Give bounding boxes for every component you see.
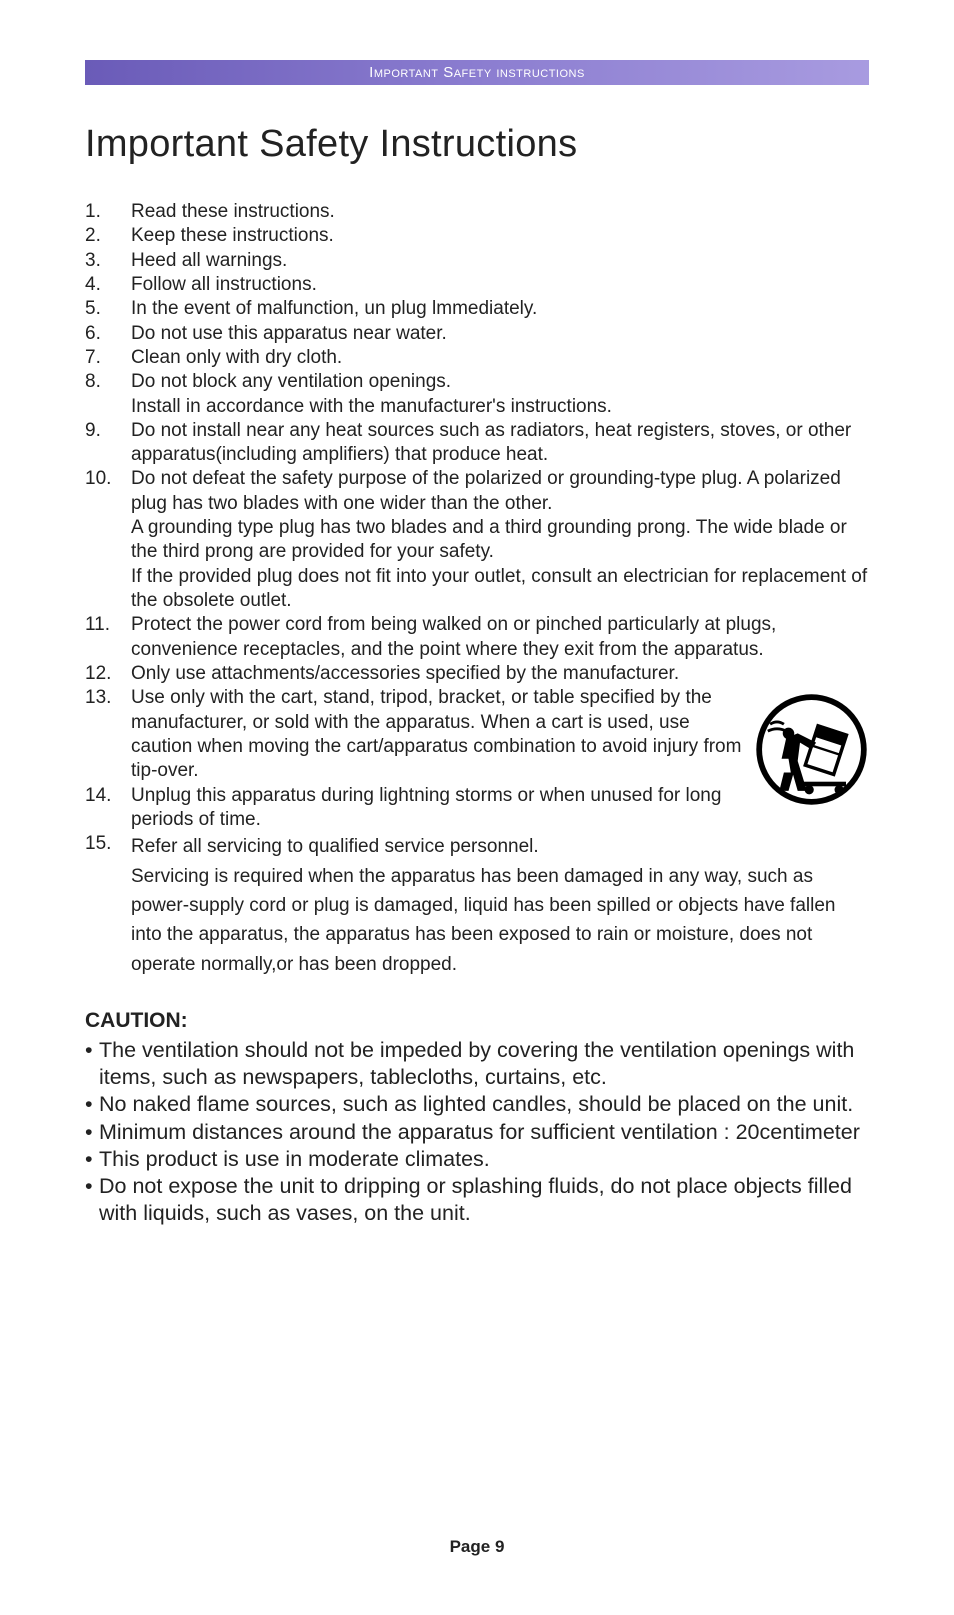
caution-section: CAUTION: The ventilation should not be i… — [85, 1009, 869, 1227]
list-item-text: Do not expose the unit to dripping or sp… — [99, 1174, 852, 1225]
list-item-text: The ventilation should not be impeded by… — [99, 1038, 854, 1089]
page-footer: Page 9 — [0, 1537, 954, 1557]
list-item: Do not install near any heat sources suc… — [85, 419, 869, 468]
list-item-text: Do not defeat the safety purpose of the … — [131, 468, 867, 611]
list-item: In the event of malfunction, un plug lmm… — [85, 297, 869, 321]
list-item: Do not expose the unit to dripping or sp… — [85, 1173, 869, 1227]
list-item: Only use attachments/accessories specifi… — [85, 662, 869, 686]
list-item: Read these instructions. — [85, 200, 869, 224]
list-item-text: In the event of malfunction, un plug lmm… — [131, 298, 537, 319]
list-item-text: Unplug this apparatus during lightning s… — [131, 785, 721, 830]
caution-list: The ventilation should not be impeded by… — [85, 1037, 869, 1227]
list-item-text: Keep these instructions. — [131, 225, 334, 246]
page-title: Important Safety Instructions — [85, 123, 869, 166]
list-item-text: Only use attachments/accessories specifi… — [131, 663, 679, 684]
page-number: Page 9 — [450, 1537, 505, 1556]
list-item: Keep these instructions. — [85, 224, 869, 248]
list-item: Minimum distances around the apparatus f… — [85, 1119, 869, 1146]
list-item-text: Follow all instructions. — [131, 274, 317, 295]
list-item: Use only with the cart, stand, tripod, b… — [85, 686, 869, 783]
document-page: Important Safety instructions Important … — [0, 0, 954, 1267]
list-item-text: This product is use in moderate climates… — [99, 1147, 490, 1171]
list-item-text: Refer all servicing to qualified service… — [131, 836, 835, 975]
list-item: Do not defeat the safety purpose of the … — [85, 467, 869, 613]
list-item: Do not block any ventilation openings.In… — [85, 370, 869, 419]
caution-title: CAUTION: — [85, 1009, 869, 1033]
list-item-text: Protect the power cord from being walked… — [131, 614, 776, 659]
list-item: This product is use in moderate climates… — [85, 1146, 869, 1173]
list-item-text: Do not install near any heat sources suc… — [131, 420, 851, 465]
list-item: Unplug this apparatus during lightning s… — [85, 784, 869, 833]
list-item: Protect the power cord from being walked… — [85, 613, 869, 662]
section-header-label: Important Safety instructions — [369, 64, 585, 81]
instructions-list: Read these instructions. Keep these inst… — [85, 200, 869, 979]
list-item: Clean only with dry cloth. — [85, 346, 869, 370]
list-item-text: No naked flame sources, such as lighted … — [99, 1092, 853, 1116]
list-item-text: Minimum distances around the apparatus f… — [99, 1120, 860, 1144]
list-item-text: Do not block any ventilation openings.In… — [131, 371, 612, 416]
list-item: Refer all servicing to qualified service… — [85, 832, 869, 979]
list-item-text: Do not use this apparatus near water. — [131, 323, 447, 344]
list-item: No naked flame sources, such as lighted … — [85, 1091, 869, 1118]
list-item-text: Use only with the cart, stand, tripod, b… — [131, 687, 741, 781]
list-item: Do not use this apparatus near water. — [85, 322, 869, 346]
section-header-bar: Important Safety instructions — [85, 60, 869, 85]
list-item: The ventilation should not be impeded by… — [85, 1037, 869, 1091]
list-item-text: Heed all warnings. — [131, 250, 287, 271]
list-item-text: Clean only with dry cloth. — [131, 347, 342, 368]
list-item-text: Read these instructions. — [131, 201, 335, 222]
list-item: Heed all warnings. — [85, 249, 869, 273]
list-item: Follow all instructions. — [85, 273, 869, 297]
